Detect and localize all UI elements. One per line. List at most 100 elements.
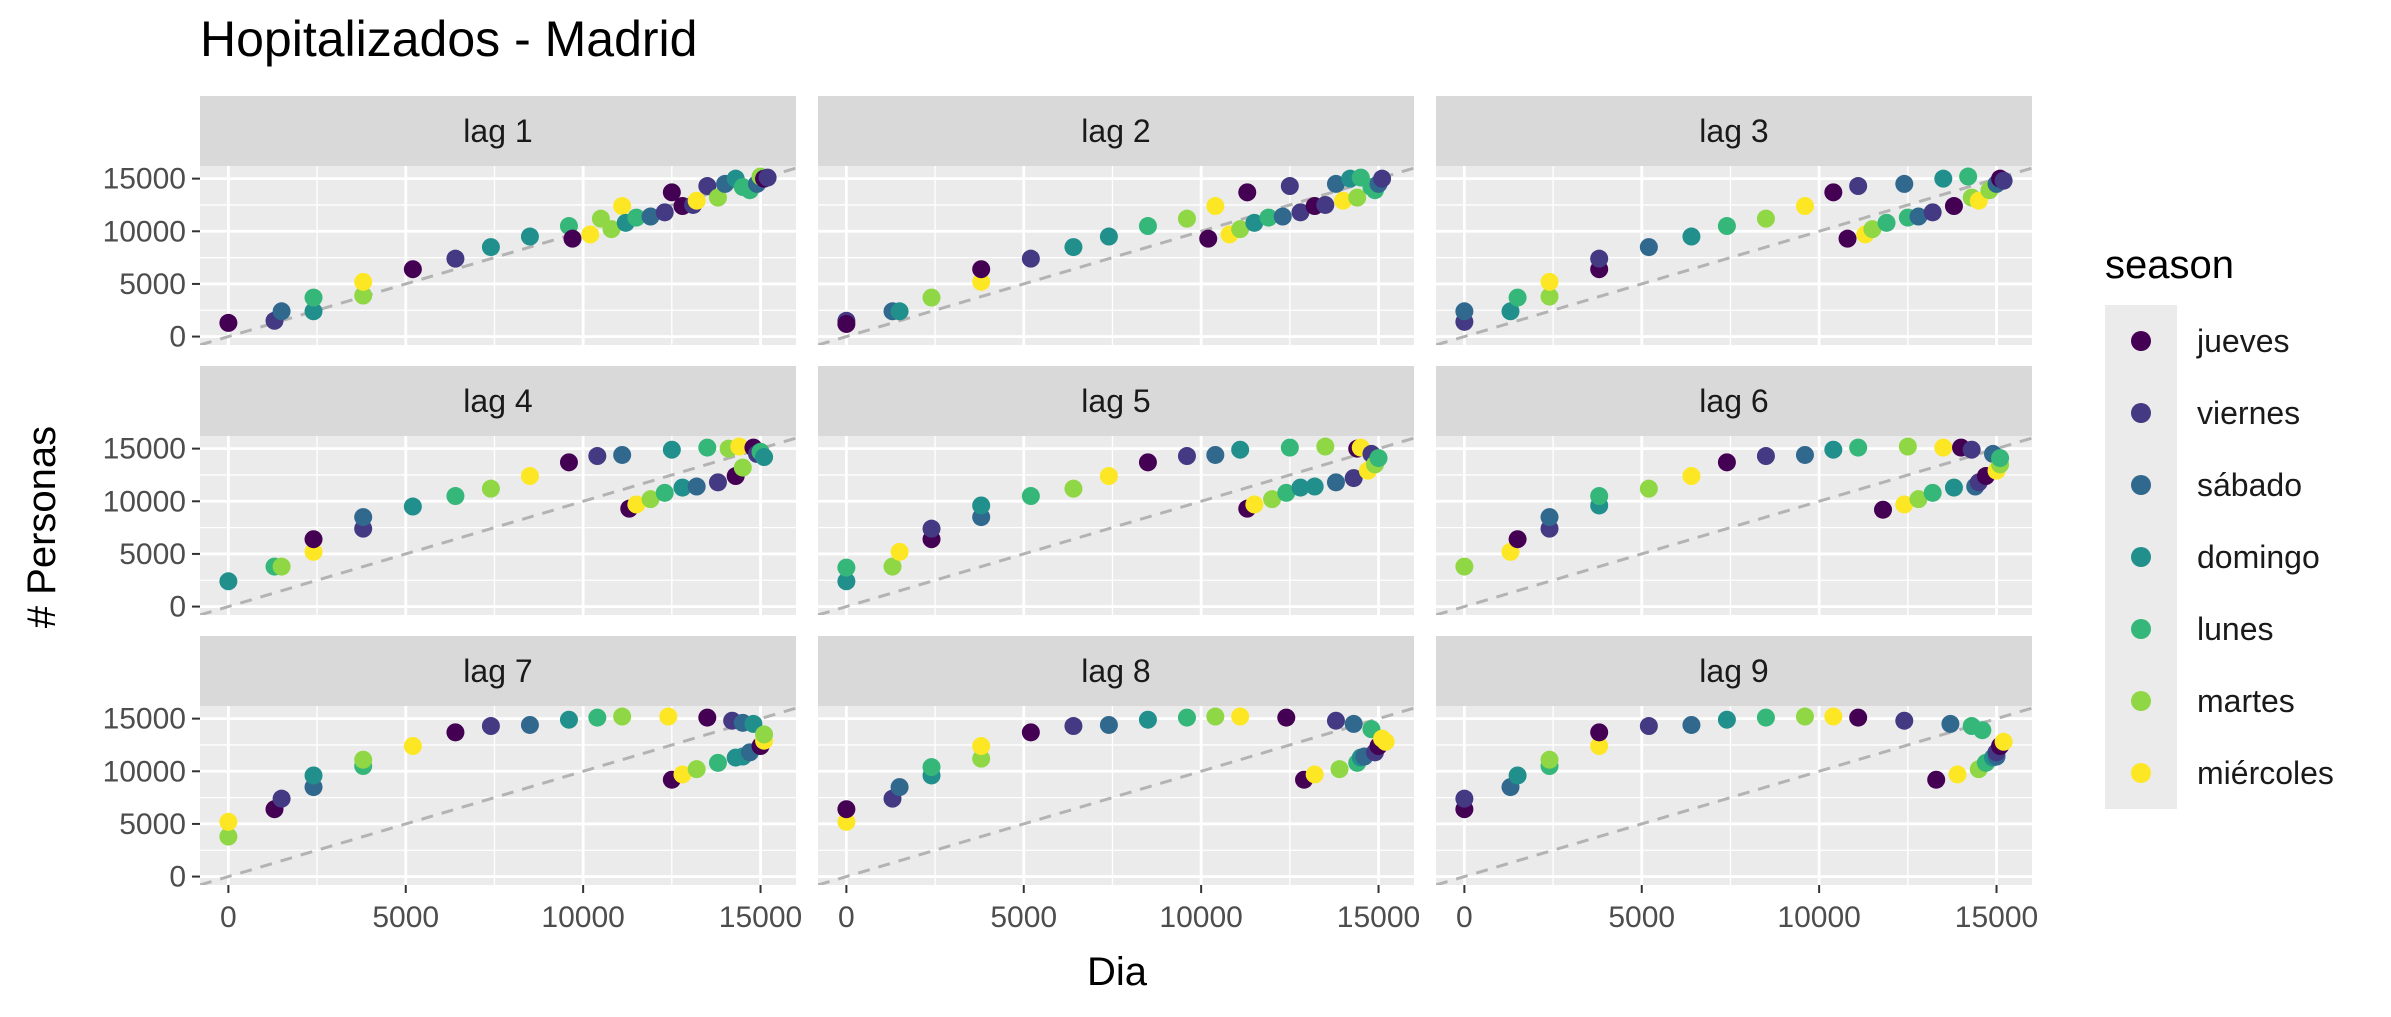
- data-point: [1245, 213, 1264, 232]
- panel-background: [818, 706, 1414, 885]
- x-axis-label: Dia: [1087, 950, 1148, 994]
- panel-strip: [1436, 636, 2032, 706]
- data-point: [272, 557, 291, 576]
- data-point: [972, 260, 991, 279]
- data-point: [219, 572, 238, 591]
- data-point: [1344, 714, 1363, 733]
- panel-lag-3: lag 3: [1436, 96, 2032, 345]
- data-point: [698, 177, 717, 196]
- legend-key-2: [2131, 475, 2151, 495]
- data-point: [1994, 171, 2013, 190]
- data-point: [1273, 207, 1292, 226]
- panel-background: [200, 436, 796, 615]
- data-point: [627, 495, 646, 514]
- data-point: [1941, 714, 1960, 733]
- panel-strip-label: lag 1: [463, 113, 532, 149]
- x-tick-label: 10000: [541, 901, 624, 934]
- y-tick-label: 5000: [119, 808, 186, 841]
- data-point: [403, 497, 422, 516]
- y-tick-label: 15000: [103, 163, 186, 196]
- x-tick-label: 5000: [372, 901, 439, 934]
- panel-lag-8: lag 8 0 5000 10000 15000: [818, 636, 1420, 934]
- data-point: [272, 789, 291, 808]
- legend-label: jueves: [2196, 323, 2290, 359]
- data-point: [708, 188, 727, 207]
- data-point: [890, 302, 909, 321]
- data-point: [1277, 483, 1296, 502]
- data-point: [1682, 715, 1701, 734]
- panel-lag-6: lag 6: [1436, 366, 2032, 615]
- data-point: [1376, 732, 1395, 751]
- data-point: [1455, 302, 1474, 321]
- data-point: [1909, 207, 1928, 226]
- legend-key-0: [2131, 331, 2151, 351]
- data-point: [837, 572, 856, 591]
- panel-strip: [200, 366, 796, 436]
- panel-lag-9: lag 9 0 5000 10000 15000: [1436, 636, 2038, 934]
- data-point: [1064, 717, 1083, 736]
- data-point: [1021, 723, 1040, 742]
- x-tick-label: 15000: [719, 901, 802, 934]
- panel-lag-5: lag 5: [818, 366, 1414, 615]
- y-tick-label: 10000: [103, 215, 186, 248]
- data-point: [1138, 710, 1157, 729]
- data-point: [687, 191, 706, 210]
- data-point: [655, 483, 674, 502]
- data-point: [1099, 467, 1118, 486]
- legend-title: season: [2105, 243, 2234, 287]
- data-point: [1898, 437, 1917, 456]
- y-tick-label: 0: [169, 861, 186, 894]
- y-tick-label: 0: [169, 321, 186, 354]
- legend-label: lunes: [2197, 611, 2274, 647]
- y-tick-label: 15000: [103, 703, 186, 736]
- data-point: [641, 207, 660, 226]
- data-point: [1291, 478, 1310, 497]
- y-tick-label: 5000: [119, 538, 186, 571]
- data-point: [673, 765, 692, 784]
- panel-strip: [818, 366, 1414, 436]
- y-tick-label: 10000: [103, 485, 186, 518]
- data-point: [890, 542, 909, 561]
- data-point: [922, 288, 941, 307]
- data-point: [520, 715, 539, 734]
- data-point: [1540, 750, 1559, 769]
- panel-background: [1436, 166, 2032, 345]
- panel-strip: [818, 96, 1414, 166]
- legend-key-4: [2131, 619, 2151, 639]
- data-point: [1206, 445, 1225, 464]
- panel-strip: [1436, 366, 2032, 436]
- x-tick-label: 10000: [1777, 901, 1860, 934]
- data-point: [481, 479, 500, 498]
- panel-background: [818, 166, 1414, 345]
- data-point: [481, 717, 500, 736]
- data-point: [613, 445, 632, 464]
- data-point: [708, 473, 727, 492]
- panel-strip-label: lag 8: [1081, 653, 1150, 689]
- data-point: [1231, 440, 1250, 459]
- data-point: [1962, 440, 1981, 459]
- data-point: [1824, 440, 1843, 459]
- data-point: [1895, 495, 1914, 514]
- data-point: [730, 437, 749, 456]
- data-point: [1138, 217, 1157, 236]
- data-point: [1177, 447, 1196, 466]
- data-point: [733, 458, 752, 477]
- data-point: [1590, 249, 1609, 268]
- data-point: [1348, 188, 1367, 207]
- data-point: [1334, 191, 1353, 210]
- data-point: [1927, 770, 1946, 789]
- data-point: [1838, 229, 1857, 248]
- data-point: [1508, 766, 1527, 785]
- data-point: [1717, 710, 1736, 729]
- data-point: [1540, 287, 1559, 306]
- data-point: [403, 260, 422, 279]
- legend-label: sábado: [2197, 467, 2302, 503]
- data-point: [304, 288, 323, 307]
- data-point: [1756, 708, 1775, 727]
- data-point: [1373, 169, 1392, 188]
- data-point: [1021, 487, 1040, 506]
- data-point: [1639, 238, 1658, 257]
- data-point: [837, 800, 856, 819]
- data-point: [446, 723, 465, 742]
